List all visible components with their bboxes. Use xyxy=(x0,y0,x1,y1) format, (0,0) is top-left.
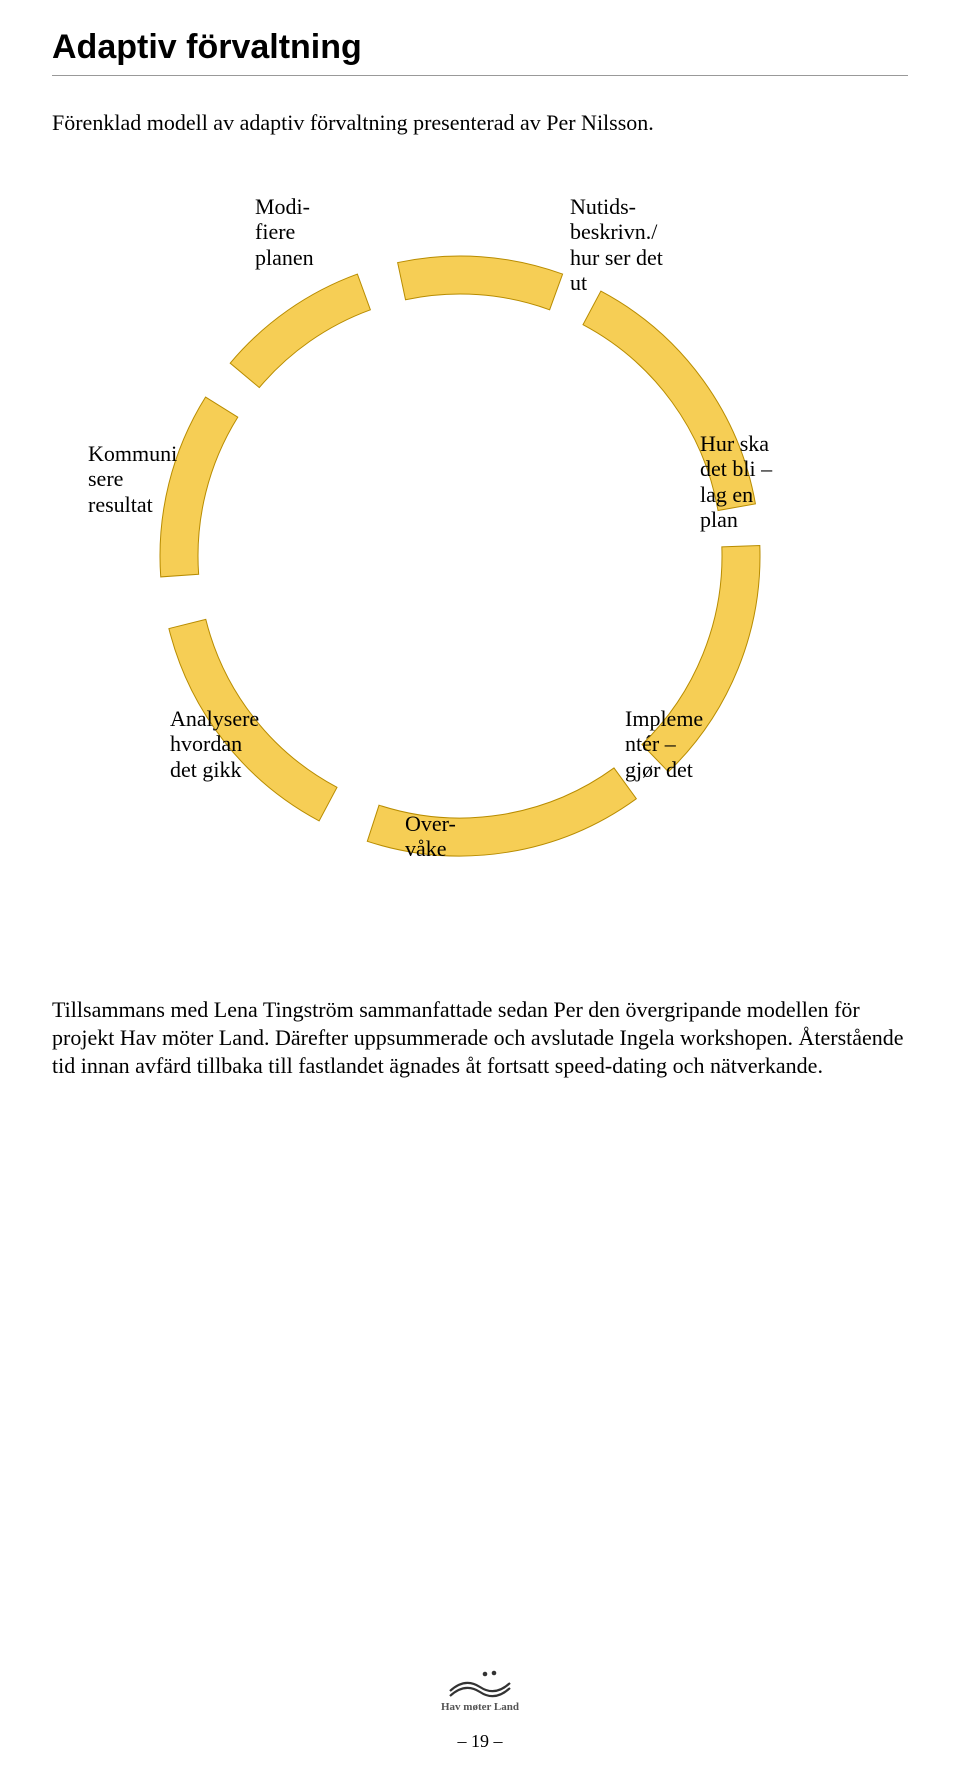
label-analysere: Analysere hvordan det gikk xyxy=(170,706,259,782)
intro-paragraph: Förenklad modell av adaptiv förvaltning … xyxy=(0,76,960,136)
label-kommunisere: Kommuni sere resultat xyxy=(88,441,177,517)
label-implementer: Impleme ntér – gjør det xyxy=(625,706,703,782)
cycle-segment xyxy=(398,256,563,310)
cycle-svg xyxy=(70,176,890,956)
cycle-diagram: Modi- fiere planen Nutids- beskrivn./ hu… xyxy=(70,176,890,956)
cycle-segment xyxy=(230,274,370,387)
page-number: – 19 – xyxy=(0,1731,960,1752)
label-overvake: Over- våke xyxy=(405,811,456,862)
logo-icon xyxy=(445,1669,515,1699)
label-nutids: Nutids- beskrivn./ hur ser det ut xyxy=(570,194,663,295)
label-modifiere: Modi- fiere planen xyxy=(255,194,314,270)
conclusion-paragraph: Tillsammans med Lena Tingström sammanfat… xyxy=(0,976,960,1080)
page-footer: Hav møter Land – 19 – xyxy=(0,1669,960,1752)
footer-brand: Hav møter Land xyxy=(0,1701,960,1713)
page-title: Adaptiv förvaltning xyxy=(0,0,960,75)
label-hur-ska: Hur ska det bli – lag en plan xyxy=(700,431,772,532)
